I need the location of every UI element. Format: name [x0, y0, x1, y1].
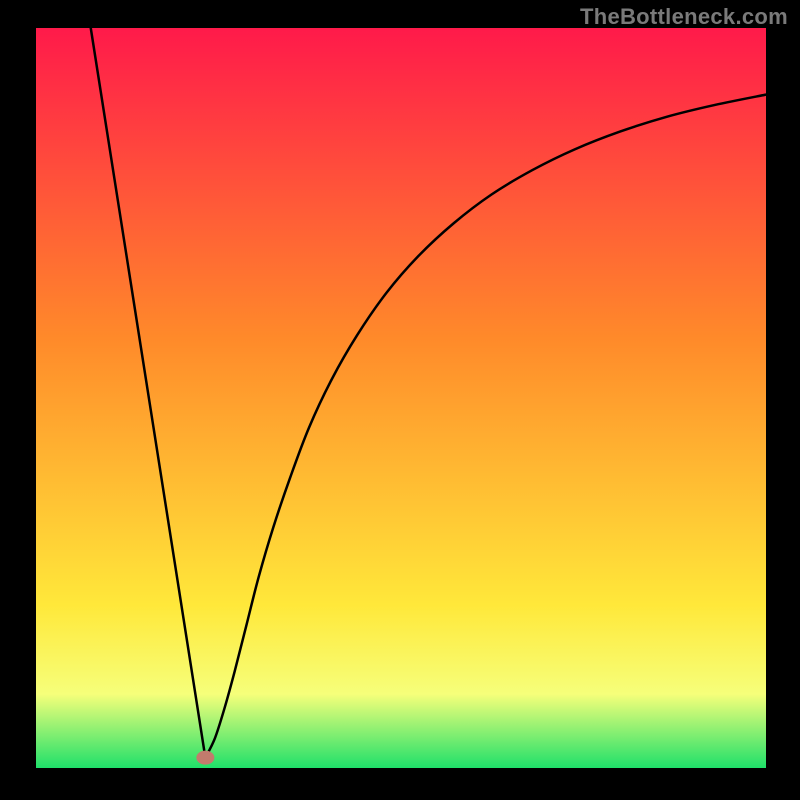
watermark-text: TheBottleneck.com — [580, 4, 788, 30]
chart-root: { "watermark": { "text": "TheBottleneck.… — [0, 0, 800, 800]
optimal-point-marker — [196, 751, 214, 765]
bottleneck-chart — [0, 0, 800, 800]
plot-background — [36, 28, 766, 768]
